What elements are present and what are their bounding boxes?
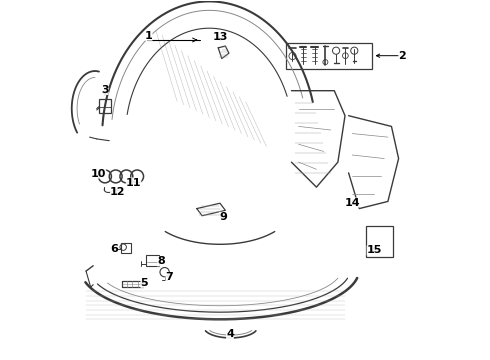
Text: 14: 14 [344,198,360,207]
Text: 2: 2 [398,51,406,61]
Text: 12: 12 [110,187,125,197]
Text: 5: 5 [141,278,148,288]
Bar [367,226,393,257]
Text: 8: 8 [157,256,165,266]
Text: 1: 1 [145,31,152,41]
Bar [286,43,372,68]
Bar [146,255,159,266]
Text: 10: 10 [91,168,106,179]
Text: 13: 13 [213,32,228,42]
Text: 9: 9 [219,212,227,222]
Text: 11: 11 [126,177,141,188]
Text: 3: 3 [101,85,109,95]
Text: 7: 7 [166,272,173,282]
Bar [99,99,111,113]
Text: 15: 15 [367,246,382,255]
Bar [121,243,131,253]
Text: 6: 6 [110,244,118,253]
Text: 4: 4 [226,329,234,339]
